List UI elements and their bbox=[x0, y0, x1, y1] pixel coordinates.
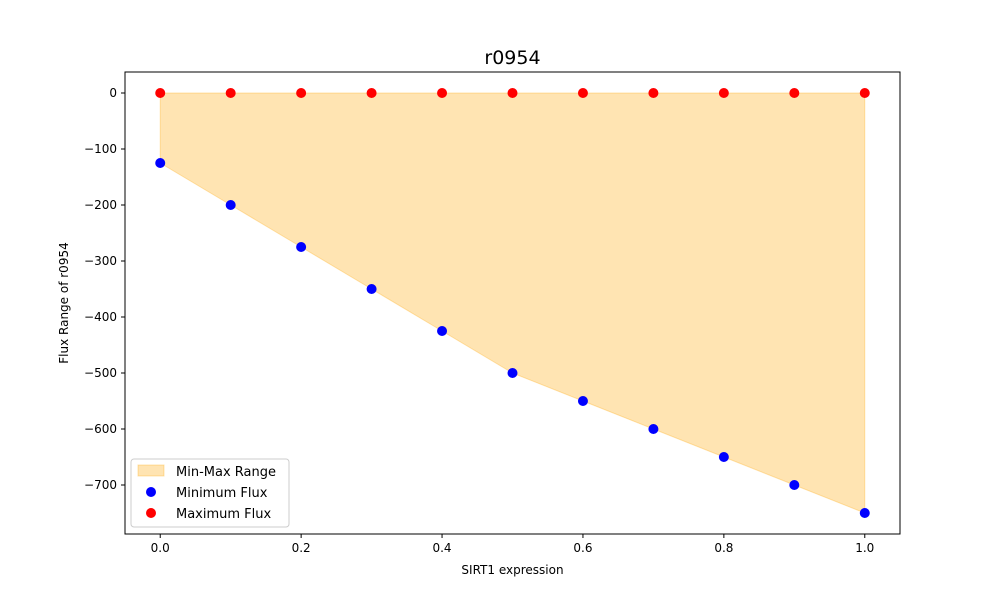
maximum-flux-point bbox=[155, 88, 166, 98]
maximum-flux-point bbox=[859, 88, 870, 98]
plot-area bbox=[155, 88, 870, 518]
minimum-flux-point bbox=[789, 480, 800, 490]
maximum-flux-point bbox=[718, 88, 729, 98]
maximum-flux-point bbox=[789, 88, 800, 98]
legend-fill-swatch bbox=[137, 464, 165, 477]
maximum-flux-point bbox=[577, 88, 588, 98]
minimum-flux-point bbox=[859, 508, 870, 518]
minimum-flux-point bbox=[155, 158, 166, 168]
y-axis-label: Flux Range of r0954 bbox=[57, 242, 71, 363]
legend-box bbox=[130, 458, 290, 528]
minimum-flux-point bbox=[437, 326, 448, 336]
y-axis: 0 −100 −200 −300 −400 −500 −600 −700 bbox=[84, 86, 125, 492]
maximum-flux-point bbox=[225, 88, 236, 98]
minimum-flux-point bbox=[507, 368, 518, 378]
x-tick-label: 0.6 bbox=[573, 541, 592, 555]
legend-fill-label: Min-Max Range bbox=[176, 465, 276, 480]
x-axis-label: SIRT1 expression bbox=[461, 563, 563, 577]
y-tick-label: −400 bbox=[84, 310, 117, 324]
maximum-flux-point bbox=[437, 88, 448, 98]
y-tick-label: −100 bbox=[84, 142, 117, 156]
y-tick-label: −700 bbox=[84, 478, 117, 492]
y-tick-label: −500 bbox=[84, 366, 117, 380]
minimum-flux-point bbox=[718, 452, 729, 462]
legend-minimum-label: Minimum Flux bbox=[176, 486, 268, 501]
minimum-flux-point bbox=[296, 242, 307, 252]
minimum-flux-point bbox=[225, 200, 236, 210]
maximum-flux-point bbox=[366, 88, 377, 98]
y-tick-label: −600 bbox=[84, 422, 117, 436]
x-tick-label: 0.2 bbox=[292, 541, 311, 555]
maximum-flux-point bbox=[296, 88, 307, 98]
y-tick-label: −300 bbox=[84, 254, 117, 268]
legend-maximum-marker bbox=[146, 508, 156, 518]
x-axis: 0.0 0.2 0.4 0.6 0.8 1.0 bbox=[151, 534, 874, 555]
x-tick-label: 0.4 bbox=[432, 541, 451, 555]
legend-minimum-marker bbox=[146, 487, 156, 497]
minimum-flux-point bbox=[577, 396, 588, 406]
x-tick-label: 1.0 bbox=[855, 541, 874, 555]
axes-frame bbox=[124, 71, 901, 535]
legend-maximum-label: Maximum Flux bbox=[176, 507, 272, 522]
minimum-flux-point bbox=[366, 284, 377, 294]
maximum-flux-point bbox=[648, 88, 659, 98]
min-max-range-area bbox=[159, 92, 866, 514]
minimum-flux-point bbox=[648, 424, 659, 434]
chart-title: r0954 bbox=[484, 47, 540, 69]
x-tick-label: 0.8 bbox=[714, 541, 733, 555]
maximum-flux-point bbox=[507, 88, 518, 98]
y-tick-label: −200 bbox=[84, 198, 117, 212]
y-tick-label: 0 bbox=[109, 86, 117, 100]
x-tick-label: 0.0 bbox=[151, 541, 170, 555]
legend: Min-Max Range Minimum Flux Maximum Flux bbox=[130, 458, 290, 528]
